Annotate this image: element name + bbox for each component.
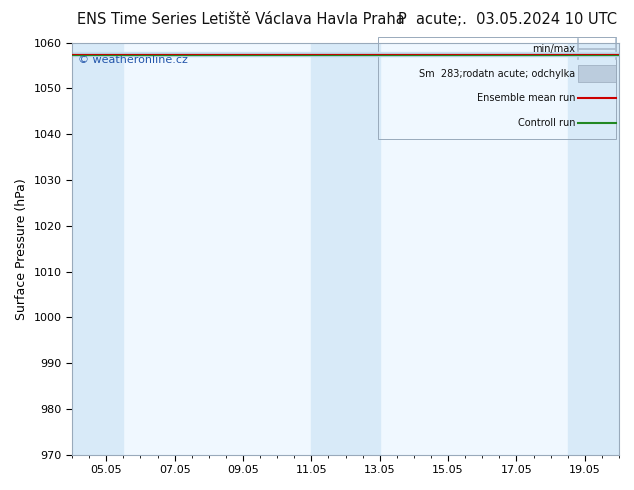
Bar	[311, 43, 380, 455]
Bar	[578, 65, 616, 82]
Text: min/max: min/max	[533, 44, 575, 54]
Text: Sm  283;rodatn acute; odchylka: Sm 283;rodatn acute; odchylka	[419, 69, 575, 78]
Bar	[55, 43, 124, 455]
Text: Ensemble mean run: Ensemble mean run	[477, 93, 575, 103]
Text: Controll run: Controll run	[518, 118, 575, 128]
Y-axis label: Surface Pressure (hPa): Surface Pressure (hPa)	[15, 178, 28, 319]
Text: ENS Time Series Letiště Václava Havla Praha: ENS Time Series Letiště Václava Havla Pr…	[77, 12, 404, 27]
Text: © weatheronline.cz: © weatheronline.cz	[77, 55, 188, 65]
Bar	[378, 37, 616, 140]
Bar	[567, 43, 634, 455]
Text: P  acute;.  03.05.2024 10 UTC: P acute;. 03.05.2024 10 UTC	[398, 12, 617, 27]
